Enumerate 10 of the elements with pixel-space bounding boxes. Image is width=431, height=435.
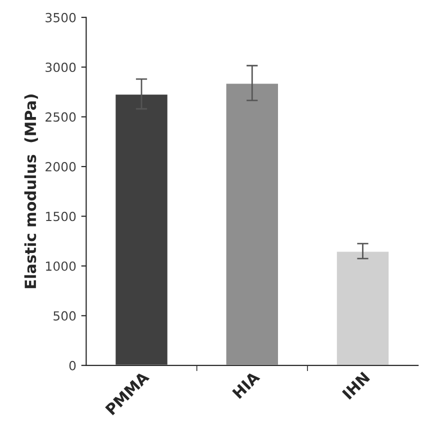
y-tick-label: 0: [69, 360, 76, 370]
y-tick-label: 2500: [46, 112, 76, 122]
y-axis-title: Elastic modulus (MPa): [24, 94, 38, 288]
x-tick-label: HIA: [232, 370, 260, 399]
y-tick-label: 1500: [46, 212, 76, 222]
y-tick-label: 1000: [46, 261, 76, 271]
y-tick-label: 500: [54, 311, 76, 321]
y-tick-label: 2000: [46, 162, 76, 172]
y-tick-label: 3500: [46, 12, 76, 22]
y-tick-label: 3000: [46, 62, 76, 72]
